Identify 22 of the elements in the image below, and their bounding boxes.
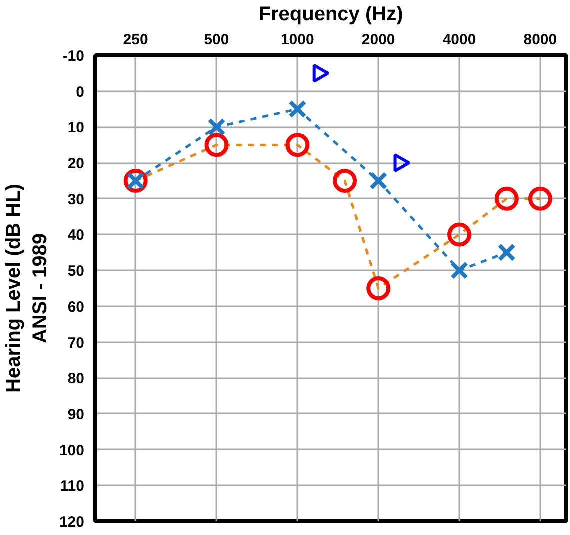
y-tick-label: 10	[68, 120, 85, 137]
x-tick-label: 8000	[524, 32, 558, 48]
y-tick-label: 110	[60, 478, 85, 496]
y-tick-label: 40	[68, 227, 85, 244]
x-axis-title: Frequency (Hz)	[258, 4, 404, 26]
y-tick-label: 80	[68, 370, 85, 388]
y-tick-label: 0	[76, 84, 84, 101]
y-tick-label: 60	[68, 298, 85, 316]
y-tick-label: 90	[68, 406, 85, 424]
y-tick-label: 70	[68, 334, 85, 352]
x-tick-label: 1000	[280, 32, 314, 48]
y-tick-label: 20	[68, 156, 85, 173]
x-tick-label: 4000	[442, 32, 476, 48]
x-tick-label: 250	[123, 32, 148, 48]
y-axis-title: Hearing Level (dB HL) ANSI - 1989	[3, 184, 52, 393]
y-tick-label: 100	[59, 442, 85, 460]
x-tick-label: 500	[204, 32, 230, 48]
y-tick-label: 30	[68, 191, 85, 208]
y-tick-label: -10	[62, 48, 85, 65]
x-tick-label: 2000	[362, 32, 396, 48]
y-tick-label: 50	[68, 263, 85, 280]
y-tick-label: 120	[59, 514, 85, 531]
